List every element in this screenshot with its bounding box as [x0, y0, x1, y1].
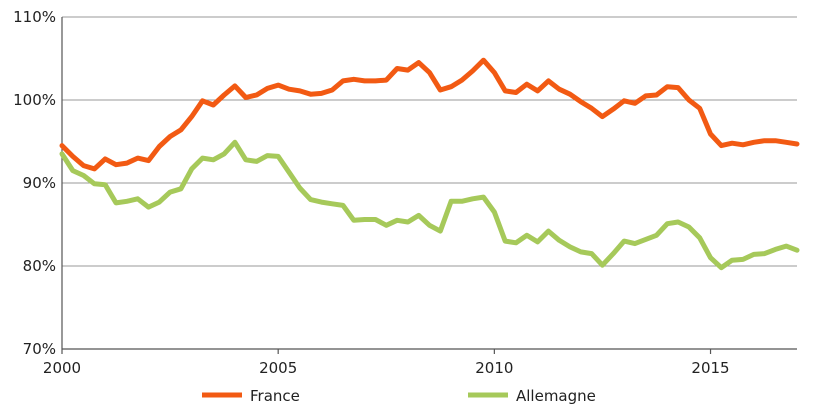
x-tick-label: 2000	[43, 359, 81, 377]
y-tick-label: 80%	[23, 257, 56, 275]
legend: France Allemagne	[202, 387, 596, 405]
x-tick-label: 2015	[691, 359, 729, 377]
legend-label-france: France	[250, 387, 300, 405]
y-tick-label: 100%	[13, 91, 56, 109]
y-tick-label: 110%	[13, 8, 56, 26]
axes	[61, 17, 797, 354]
series-lines	[59, 57, 800, 271]
x-tick-label: 2010	[475, 359, 513, 377]
legend-label-allemagne: Allemagne	[516, 387, 596, 405]
y-tick-label: 90%	[23, 174, 56, 192]
y-tick-label: 70%	[23, 340, 56, 358]
series-line-france	[59, 57, 800, 172]
x-axis-tick-labels: 2000 2005 2010 2015	[43, 359, 730, 377]
y-axis-tick-labels: 70% 80% 90% 100% 110%	[13, 8, 56, 358]
series-line-allemagne	[59, 139, 800, 271]
x-tick-label: 2005	[259, 359, 297, 377]
